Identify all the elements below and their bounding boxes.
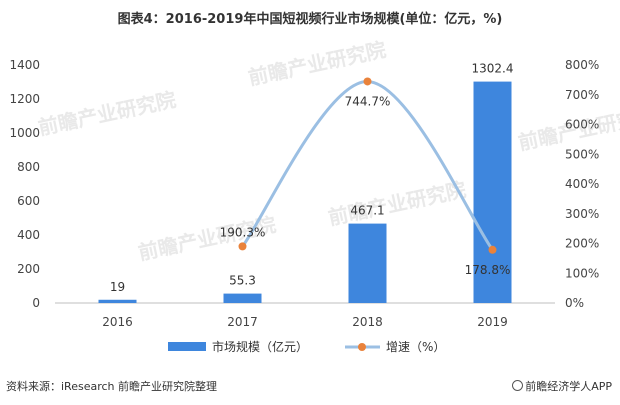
growth-marker-2018 xyxy=(363,77,372,86)
bar-2019 xyxy=(473,81,512,303)
y-right-tick-label: 100% xyxy=(565,266,599,280)
brand-logo-icon xyxy=(512,380,524,391)
y-left-tick-label: 200 xyxy=(17,262,40,276)
y-left-tick-label: 1400 xyxy=(9,58,40,72)
watermark-text: 前瞻产业研究院 xyxy=(36,87,178,140)
legend-marker xyxy=(358,343,366,351)
y-left-tick-label: 400 xyxy=(17,228,40,242)
y-right-tick-label: 300% xyxy=(565,207,599,221)
bar-value-label: 467.1 xyxy=(350,204,384,218)
y-right-tick-label: 600% xyxy=(565,118,599,132)
bar-value-label: 55.3 xyxy=(229,274,256,288)
growth-marker-2017 xyxy=(238,242,247,251)
chart-title: 图表4：2016-2019年中国短视频行业市场规模(单位：亿元，%) xyxy=(117,12,503,27)
brand-name: 前瞻经济学人APP xyxy=(525,380,612,393)
y-right-tick-label: 700% xyxy=(565,88,599,102)
x-tick-label: 2019 xyxy=(477,315,508,329)
bar-2016 xyxy=(98,299,137,303)
y-right-tick-label: 0% xyxy=(565,296,584,310)
growth-value-label: 744.7% xyxy=(345,94,391,108)
legend-label-bar: 市场规模（亿元） xyxy=(212,339,308,354)
bar-value-label: 1302.4 xyxy=(472,62,514,76)
y-right-tick-label: 500% xyxy=(565,147,599,161)
watermark-text: 前瞻产业研究院 xyxy=(326,177,468,230)
x-tick-label: 2018 xyxy=(352,315,383,329)
y-left-tick-label: 0 xyxy=(32,296,40,310)
y-right-tick-label: 400% xyxy=(565,177,599,191)
legend-label-line: 增速（%） xyxy=(386,340,445,354)
y-left-tick-label: 1000 xyxy=(9,126,40,140)
growth-value-label: 190.3% xyxy=(220,225,266,239)
bar-2018 xyxy=(348,223,387,303)
y-left-tick-label: 600 xyxy=(17,194,40,208)
x-tick-label: 2017 xyxy=(227,315,258,329)
y-left-tick-label: 800 xyxy=(17,160,40,174)
brand-mark: 前瞻经济学人APP xyxy=(512,378,612,394)
source-note: 资料来源：iResearch 前瞻产业研究院整理 xyxy=(6,380,218,393)
legend-swatch-bar xyxy=(168,342,206,351)
y-left-tick-label: 1200 xyxy=(9,92,40,106)
x-tick-label: 2016 xyxy=(102,315,133,329)
growth-value-label: 178.8% xyxy=(465,263,511,277)
bar-value-label: 19 xyxy=(110,280,125,294)
growth-marker-2019 xyxy=(488,245,497,254)
y-right-tick-label: 800% xyxy=(565,58,599,72)
bar-2017 xyxy=(223,293,262,303)
y-right-tick-label: 200% xyxy=(565,237,599,251)
